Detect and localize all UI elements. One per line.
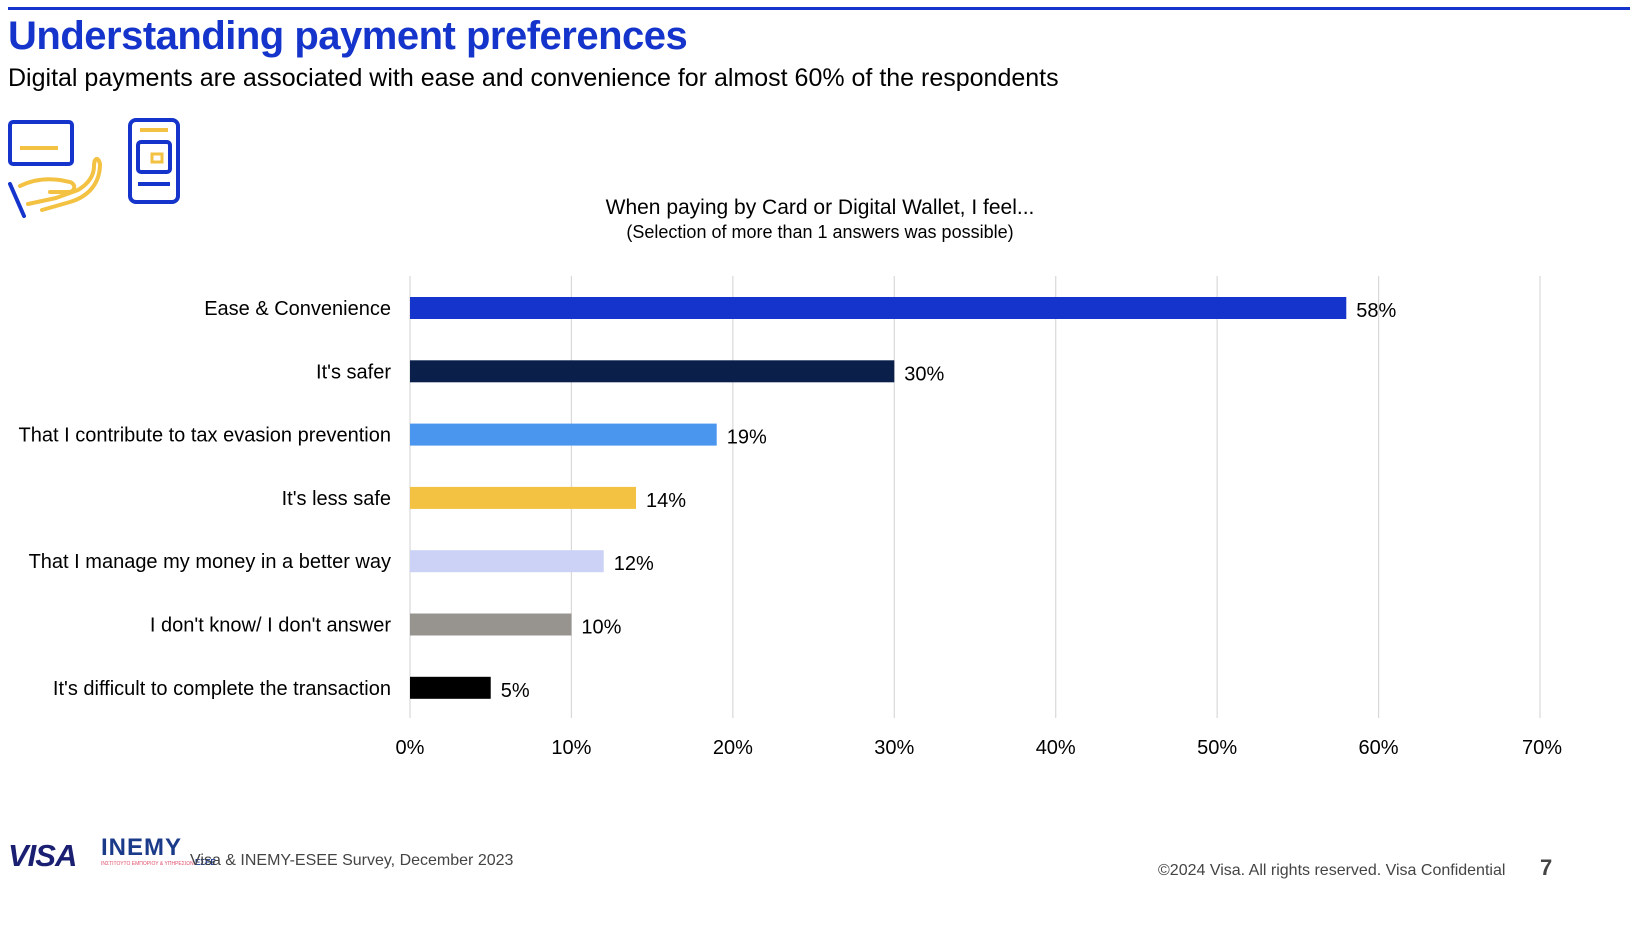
chart-title: When paying by Card or Digital Wallet, I… bbox=[605, 196, 1035, 219]
bar bbox=[410, 613, 572, 636]
bar bbox=[410, 486, 636, 509]
page-subtitle: Digital payments are associated with eas… bbox=[8, 64, 1059, 92]
category-label: I don't know/ I don't answer bbox=[150, 615, 391, 637]
copyright-note: ©2024 Visa. All rights reserved. Visa Co… bbox=[1158, 862, 1506, 879]
category-label: That I contribute to tax evasion prevent… bbox=[19, 425, 391, 447]
value-label: 10% bbox=[581, 617, 621, 639]
chart-x-tick-labels: 0% 10% 20% 30% 40% 50% 60% 70% bbox=[396, 737, 1563, 759]
page-number: 7 bbox=[1540, 855, 1553, 880]
top-rule bbox=[8, 7, 1630, 10]
inemy-logo-esee: ΕΣΕΕ bbox=[194, 858, 216, 867]
x-tick-label: 60% bbox=[1359, 737, 1399, 759]
bar bbox=[410, 676, 491, 699]
x-tick-label: 10% bbox=[551, 737, 591, 759]
bar bbox=[410, 360, 895, 383]
x-tick-label: 20% bbox=[713, 737, 753, 759]
x-tick-label: 50% bbox=[1197, 737, 1237, 759]
chart-category-labels: Ease & Convenience It's safer That I contr… bbox=[19, 298, 392, 700]
bar bbox=[410, 550, 604, 573]
chart-value-labels: 58% 30% 19% 14% 12% 10% 5% bbox=[501, 300, 1397, 702]
value-label: 5% bbox=[501, 680, 530, 702]
chart-bars bbox=[410, 297, 1347, 699]
mobile-wallet-icon bbox=[128, 118, 180, 204]
value-label: 19% bbox=[727, 427, 767, 449]
bar bbox=[410, 423, 717, 446]
value-label: 12% bbox=[614, 553, 654, 575]
inemy-logo-subline: ΙΝΣΤΙΤΟΥΤΟ ΕΜΠΟΡΙΟΥ & ΥΠΗΡΕΣΙΩΝ bbox=[101, 861, 194, 867]
chart-note: (Selection of more than 1 answers was po… bbox=[626, 222, 1014, 242]
x-tick-label: 30% bbox=[874, 737, 914, 759]
x-tick-label: 0% bbox=[396, 737, 425, 759]
inemy-logo-subtext: ΙΝΣΤΙΤΟΥΤΟ ΕΜΠΟΡΙΟΥ & ΥΠΗΡΕΣΙΩΝ ΕΣΕΕ bbox=[101, 859, 216, 868]
value-label: 14% bbox=[646, 490, 686, 512]
category-label: Ease & Convenience bbox=[204, 298, 391, 320]
visa-logo: VISA bbox=[8, 838, 77, 873]
category-label: It's difficult to complete the transacti… bbox=[53, 678, 391, 700]
category-label: That I manage my money in a better way bbox=[29, 551, 391, 573]
inemy-logo-word: INEMY bbox=[101, 834, 183, 861]
card-in-hand-icon bbox=[8, 120, 102, 218]
source-note: Visa & INEMY-ESEE Survey, December 2023 bbox=[190, 852, 514, 869]
category-label: It's safer bbox=[316, 361, 391, 383]
category-label: It's less safe bbox=[282, 488, 391, 510]
value-label: 30% bbox=[904, 363, 944, 385]
bar bbox=[410, 297, 1347, 319]
inemy-logo: INEMY ΙΝΣΤΙΤΟΥΤΟ ΕΜΠΟΡΙΟΥ & ΥΠΗΡΕΣΙΩΝ ΕΣ… bbox=[101, 834, 216, 868]
page-title: Understanding payment preferences bbox=[8, 14, 688, 58]
x-tick-label: 40% bbox=[1036, 737, 1076, 759]
value-label: 58% bbox=[1356, 300, 1396, 322]
x-tick-label: 70% bbox=[1522, 737, 1562, 759]
